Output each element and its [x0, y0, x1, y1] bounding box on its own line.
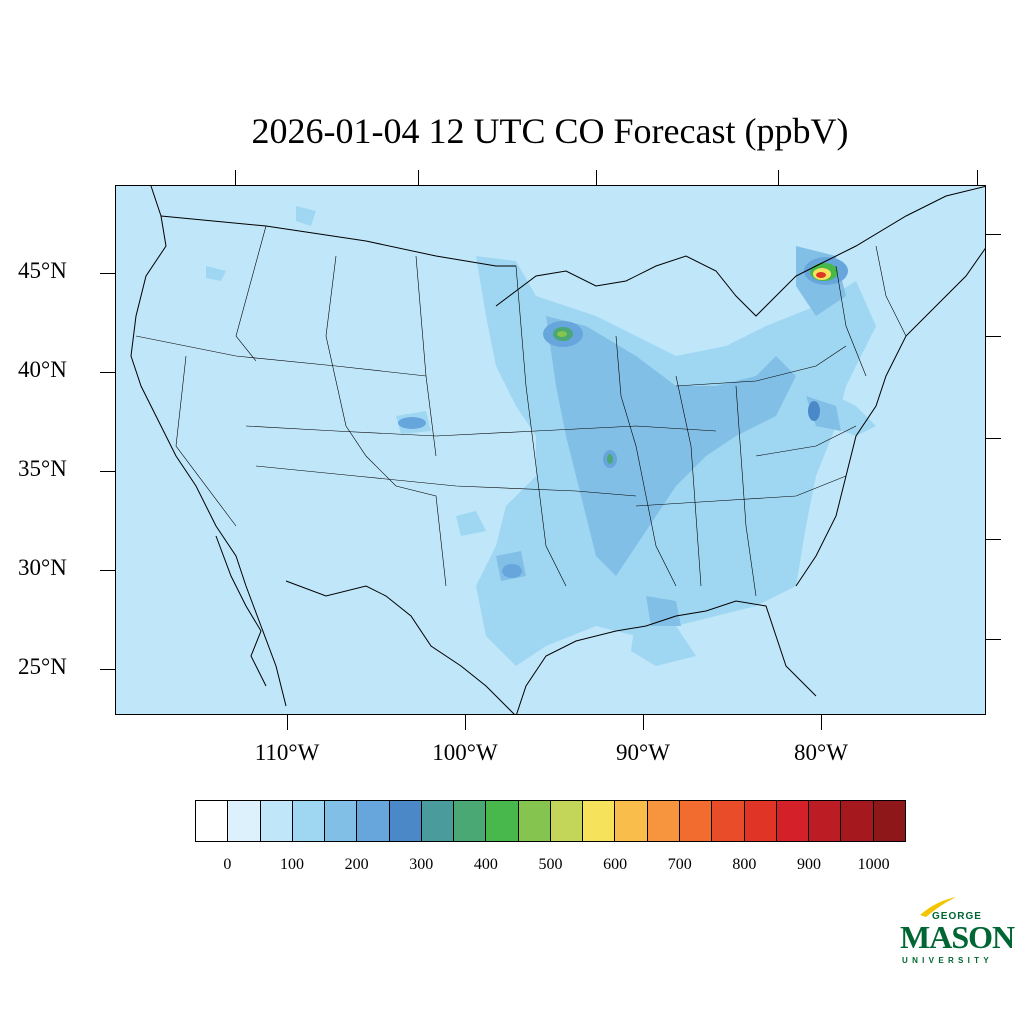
left-tick — [100, 471, 115, 472]
left-tick — [100, 669, 115, 670]
bottom-tick — [643, 715, 644, 730]
colorbar-cell — [776, 801, 810, 841]
colorbar-cell — [389, 801, 422, 841]
top-tick — [778, 170, 779, 185]
left-tick — [100, 570, 115, 571]
colorbar-cell — [647, 801, 680, 841]
colorbar-label: 700 — [667, 856, 692, 873]
colorbar-cell — [454, 801, 487, 841]
colorbar-cell — [292, 801, 326, 841]
lon-label: 90°W — [616, 740, 670, 765]
colorbar-cell — [583, 801, 616, 841]
map-title: 2026-01-04 12 UTC CO Forecast (ppbV) — [251, 111, 849, 151]
right-tick — [986, 438, 1001, 439]
colorbar-cell — [841, 801, 874, 841]
bottom-tick — [465, 715, 466, 730]
colorbar-label: 600 — [603, 856, 628, 873]
george-mason-logo: GEORGE MASON UNIVERSITY — [898, 895, 1015, 970]
right-tick — [986, 639, 1001, 640]
colorbar-label: 0 — [223, 856, 232, 873]
logo-line-2: MASON — [900, 919, 1015, 955]
right-tick — [986, 234, 1001, 235]
colorbar-label: 1000 — [857, 856, 890, 873]
lon-label: 80°W — [794, 740, 848, 765]
lat-label: 40°N — [18, 357, 67, 382]
lat-label: 25°N — [18, 654, 67, 679]
top-tick — [418, 170, 419, 185]
colorbar-cell — [615, 801, 648, 841]
left-tick — [100, 372, 115, 373]
colorbar-cell — [550, 801, 584, 841]
colorbar-label: 300 — [409, 856, 434, 873]
bottom-tick — [821, 715, 822, 730]
logo-swoosh-icon — [920, 897, 956, 917]
colorbar-label: 900 — [797, 856, 822, 873]
right-tick — [986, 336, 1001, 337]
colorbar-label: 200 — [344, 856, 369, 873]
top-tick — [977, 170, 978, 185]
logo-line-3: UNIVERSITY — [902, 956, 994, 965]
lat-label: 45°N — [18, 258, 67, 283]
lat-label: 35°N — [18, 456, 67, 481]
map-frame — [115, 185, 986, 715]
colorbar-cell — [325, 801, 358, 841]
colorbar-cell — [196, 801, 229, 841]
logo-line-1: GEORGE — [932, 911, 982, 922]
lat-label: 30°N — [18, 555, 67, 580]
colorbar-cell — [712, 801, 745, 841]
bottom-tick — [287, 715, 288, 730]
colorbar-cell — [486, 801, 519, 841]
colorbar-label: 100 — [279, 856, 304, 873]
lon-label: 100°W — [432, 740, 498, 765]
top-tick — [596, 170, 597, 185]
colorbar-cell — [228, 801, 261, 841]
colorbar-cell — [260, 801, 293, 841]
colorbar-label: 500 — [538, 856, 563, 873]
colorbar-cell — [679, 801, 713, 841]
colorbar — [195, 800, 906, 842]
top-tick — [235, 170, 236, 185]
colorbar-cell — [518, 801, 551, 841]
colorbar-cell — [421, 801, 455, 841]
colorbar-cell — [744, 801, 777, 841]
colorbar-cell — [809, 801, 842, 841]
left-tick — [100, 273, 115, 274]
colorbar-label: 400 — [473, 856, 498, 873]
co-concentration-map — [116, 186, 985, 714]
right-tick — [986, 539, 1001, 540]
colorbar-cell — [873, 801, 905, 841]
colorbar-cell — [357, 801, 390, 841]
lon-label: 110°W — [254, 740, 320, 765]
colorbar-label: 800 — [732, 856, 757, 873]
